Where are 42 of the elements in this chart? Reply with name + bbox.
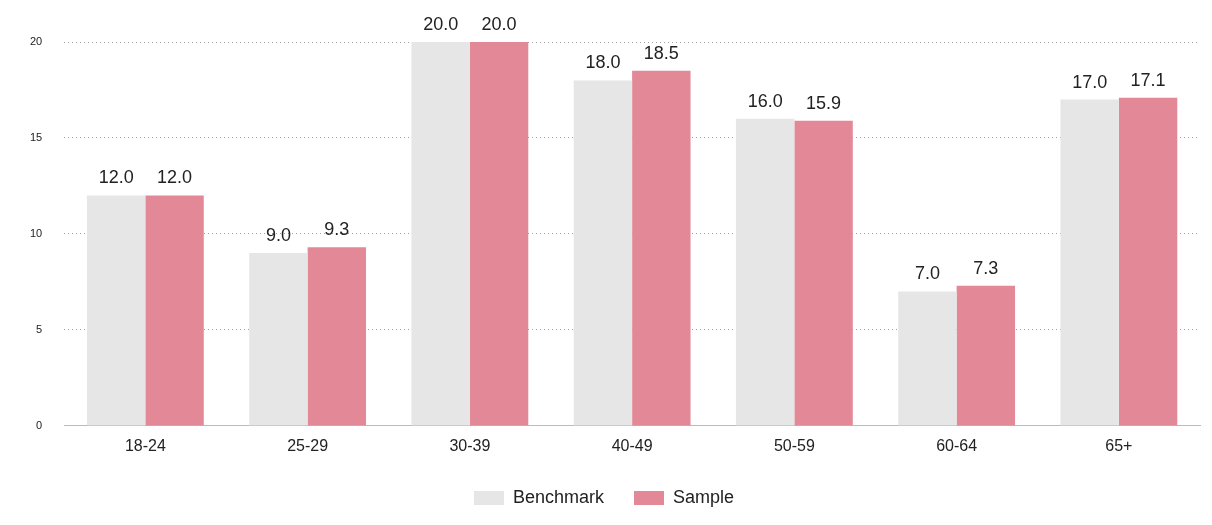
data-label: 7.0 <box>914 263 940 284</box>
legend-label: Sample <box>673 486 735 507</box>
bar <box>307 247 367 426</box>
y-tick-label: 20 <box>29 35 43 48</box>
y-tick-label: 10 <box>29 226 43 239</box>
y-tick-label: 15 <box>29 130 43 143</box>
data-label: 17.0 <box>1072 71 1108 92</box>
data-label: 7.3 <box>973 257 999 278</box>
x-tick-label: 40-49 <box>611 436 653 454</box>
bar <box>249 253 308 426</box>
data-label: 9.0 <box>265 225 291 246</box>
data-label: 18.0 <box>585 52 621 73</box>
bar <box>573 80 633 426</box>
data-label: 17.1 <box>1130 69 1166 90</box>
bar <box>1118 97 1178 426</box>
bar <box>898 291 957 426</box>
data-label: 12.0 <box>98 167 134 188</box>
x-tick-label: 60-64 <box>936 436 978 454</box>
legend-label: Benchmark <box>512 486 605 507</box>
x-tick-label: 30-39 <box>449 436 491 454</box>
bar <box>86 195 146 426</box>
bar <box>145 195 204 426</box>
bar <box>632 70 691 426</box>
bar <box>735 118 795 426</box>
data-label: 16.0 <box>747 90 783 111</box>
x-tick-label: 18-24 <box>124 436 166 454</box>
data-label: 12.0 <box>157 167 193 188</box>
x-tick-label: 50-59 <box>773 436 815 454</box>
y-tick-label: 5 <box>36 322 43 335</box>
bar <box>1060 99 1119 426</box>
bar <box>411 42 470 426</box>
x-tick-label: 25-29 <box>287 436 329 454</box>
data-label: 9.3 <box>324 219 350 240</box>
y-tick-label: 0 <box>36 418 43 431</box>
data-label: 18.5 <box>643 42 679 63</box>
data-label: 20.0 <box>481 13 517 34</box>
bar <box>469 42 529 426</box>
bar <box>956 285 1016 426</box>
bar <box>794 120 853 426</box>
data-label: 20.0 <box>423 13 459 34</box>
data-label: 15.9 <box>806 92 842 113</box>
x-tick-label: 65+ <box>1105 436 1133 454</box>
